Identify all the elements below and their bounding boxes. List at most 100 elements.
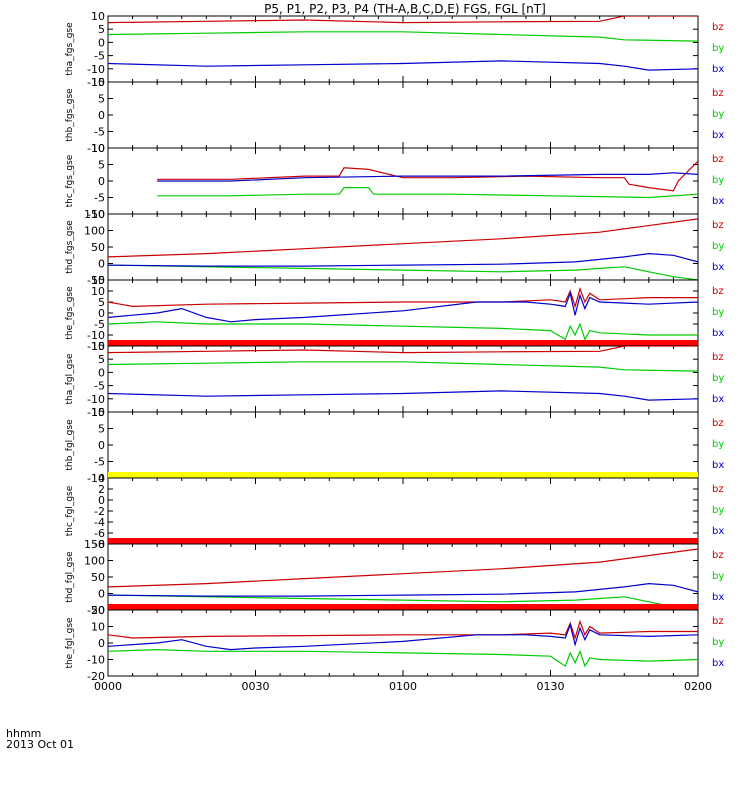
y-tick-label: -10 xyxy=(87,142,105,155)
y-tick-label: 5 xyxy=(98,423,105,436)
series-bz xyxy=(108,548,698,588)
y-tick-label: -10 xyxy=(87,393,105,406)
series-by xyxy=(108,321,698,341)
y-tick-label: 2 xyxy=(98,483,105,496)
legend-by: by xyxy=(712,637,724,648)
series-bx xyxy=(108,622,698,651)
y-tick-label: -5 xyxy=(94,318,105,331)
flag-bar xyxy=(108,538,698,544)
flag-bar xyxy=(108,604,698,610)
legend-bz: bz xyxy=(712,616,724,627)
panel-frame xyxy=(107,279,699,347)
y-tick-label: -50 xyxy=(87,274,105,287)
y-tick-label: 0 xyxy=(98,307,105,320)
x-tick-label: 0200 xyxy=(684,680,712,693)
legend-bz: bz xyxy=(712,286,724,297)
y-tick-label: -6 xyxy=(94,527,105,540)
y-tick-label: 100 xyxy=(84,555,105,568)
legend-by: by xyxy=(712,307,724,318)
legend-bx: bx xyxy=(712,658,724,669)
panel-ylabel: tha_fgs_gse xyxy=(65,22,75,76)
y-tick-label: -4 xyxy=(94,516,105,529)
y-tick-label: 0 xyxy=(98,494,105,507)
y-tick-label: 50 xyxy=(91,571,105,584)
y-tick-label: 10 xyxy=(91,142,105,155)
legend-by: by xyxy=(712,109,724,120)
y-tick-label: 0 xyxy=(98,175,105,188)
panel-ylabel: tha_fgl_gse xyxy=(65,353,75,405)
y-tick-label: -2 xyxy=(94,505,105,518)
series-by xyxy=(157,187,698,199)
legend-bx: bx xyxy=(712,394,724,405)
legend-by: by xyxy=(712,43,724,54)
legend-by: by xyxy=(712,439,724,450)
series-bz xyxy=(108,218,698,258)
legend-bx: bx xyxy=(712,130,724,141)
legend-by: by xyxy=(712,175,724,186)
y-tick-label: 10 xyxy=(91,406,105,419)
legend-bz: bz xyxy=(712,154,724,165)
y-tick-label: -10 xyxy=(87,472,105,485)
x-tick-label: 0000 xyxy=(94,680,122,693)
panel-thc_fgs_gse: 10 5 0 -5 -10 thc_fgs_gse bz by bx xyxy=(65,142,724,221)
y-tick-label: 10 xyxy=(91,340,105,353)
y-tick-label: 0 xyxy=(98,439,105,452)
y-tick-label: 4 xyxy=(98,472,105,485)
legend-bx: bx xyxy=(712,460,724,471)
legend-bx: bx xyxy=(712,64,724,75)
y-tick-label: -8 xyxy=(94,538,105,551)
y-tick-label: -50 xyxy=(87,604,105,617)
y-tick-label: -15 xyxy=(87,76,105,89)
y-tick-label: 50 xyxy=(91,241,105,254)
y-tick-label: -15 xyxy=(87,406,105,419)
panel-the_fgl_gse: 20 10 0 -10 -20 the_fgl_gse bz by bx xyxy=(65,604,724,683)
y-tick-label: 5 xyxy=(98,93,105,106)
panel-frame xyxy=(107,411,699,479)
series-bx xyxy=(108,252,698,267)
y-tick-label: -5 xyxy=(94,456,105,469)
y-tick-label: 15 xyxy=(91,274,105,287)
series-by xyxy=(108,361,698,372)
y-tick-label: 0 xyxy=(98,588,105,601)
legend-by: by xyxy=(712,241,724,252)
legend-bz: bz xyxy=(712,88,724,99)
y-tick-label: 5 xyxy=(98,159,105,172)
y-tick-label: 0 xyxy=(98,109,105,122)
panel-thc_fgl_gse: 420-2-4-6-8 thc_fgl_gse bz by bx xyxy=(65,472,724,551)
time-axis-label: hhmm xyxy=(6,727,41,740)
x-tick-label: 0130 xyxy=(537,680,565,693)
y-tick-label: -5 xyxy=(94,380,105,393)
y-tick-label: 10 xyxy=(91,285,105,298)
x-tick-label: 0100 xyxy=(389,680,417,693)
series-bx xyxy=(108,582,698,597)
y-tick-label: 150 xyxy=(84,208,105,221)
series-bx xyxy=(108,390,698,401)
series-bz xyxy=(108,286,698,309)
y-tick-label: 20 xyxy=(91,604,105,617)
y-tick-label: -20 xyxy=(87,670,105,683)
series-bx xyxy=(108,291,698,323)
y-tick-label: -5 xyxy=(94,126,105,139)
series-bz xyxy=(108,346,698,354)
y-tick-label: -10 xyxy=(87,329,105,342)
y-tick-label: 0 xyxy=(98,258,105,271)
y-tick-label: 5 xyxy=(98,353,105,366)
series-bx xyxy=(108,60,698,71)
panel-ylabel: thc_fgl_gse xyxy=(65,485,75,536)
legend-bx: bx xyxy=(712,328,724,339)
series-by xyxy=(108,594,698,610)
y-tick-label: -10 xyxy=(87,208,105,221)
legend-bx: bx xyxy=(712,262,724,273)
panel-frame xyxy=(107,81,699,149)
series-by xyxy=(108,648,698,668)
panel-frame xyxy=(107,477,699,545)
panel-frame xyxy=(107,345,699,413)
y-tick-label: -5 xyxy=(94,192,105,205)
panel-frame xyxy=(107,15,699,83)
panel-ylabel: thc_fgs_gse xyxy=(65,154,75,207)
series-bx xyxy=(157,172,698,182)
